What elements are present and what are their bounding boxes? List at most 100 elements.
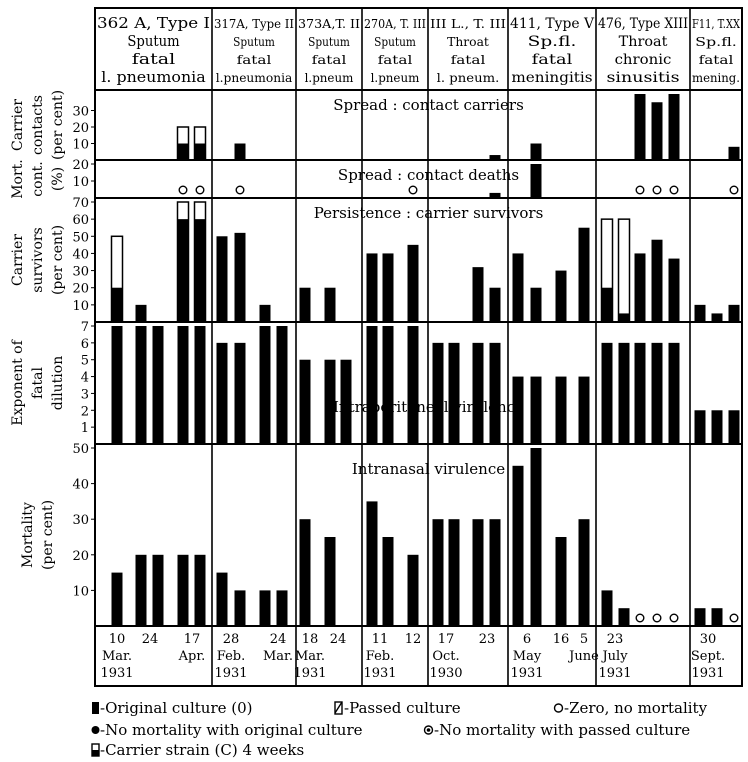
legend-swatch-no-mort-original — [91, 726, 100, 734]
y-tick-label: 30 — [72, 105, 89, 120]
strain-header-line: 362 A, Type I — [97, 14, 210, 32]
data-bar — [728, 410, 740, 444]
y-tick-label: 20 — [72, 121, 89, 136]
data-bar — [634, 94, 646, 160]
data-bar — [152, 326, 164, 444]
date-month-label: Sept. — [691, 649, 725, 664]
data-bar — [694, 410, 706, 444]
data-bar — [407, 326, 419, 444]
date-month-label: May — [513, 649, 542, 664]
strain-header-line: Sp.fl. — [695, 35, 737, 49]
data-bar — [618, 608, 630, 626]
strain-header-line: fatal — [532, 52, 573, 68]
data-bar — [299, 287, 311, 322]
data-bar — [216, 572, 228, 626]
data-bar — [259, 326, 271, 444]
strain-header-line: sinusitis — [606, 70, 679, 86]
data-bar — [111, 287, 123, 322]
data-bar — [111, 326, 123, 444]
data-bar — [472, 267, 484, 322]
data-bar — [194, 143, 206, 160]
data-bar — [728, 146, 740, 160]
data-bar — [530, 143, 542, 160]
legend-swatch-carrier-fill — [92, 750, 99, 756]
strain-header-line: l.pneum — [371, 71, 420, 85]
data-bar — [651, 342, 663, 444]
date-month-label: Oct. — [432, 649, 459, 664]
data-bar — [177, 554, 189, 626]
y-tick-label: 6 — [81, 337, 89, 352]
y-axis-label: survivors — [30, 227, 46, 293]
strain-header-line: fatal — [237, 53, 272, 67]
data-bar — [555, 537, 567, 626]
legend-label: -No mortality with original culture — [100, 721, 363, 739]
y-axis-label: (per cent) — [40, 500, 56, 570]
y-axis-label: cont. — [30, 161, 46, 196]
strain-header-line: l.pneum — [305, 71, 354, 85]
data-bar — [432, 519, 444, 626]
panel-title: Spread : contact carriers — [333, 96, 524, 114]
data-bar — [324, 287, 336, 322]
data-bar — [694, 608, 706, 626]
data-bar — [651, 239, 663, 322]
date-day-label: 6 — [523, 632, 531, 647]
panel-title: Spread : contact deaths — [338, 166, 519, 184]
y-axis-label: Carrier — [10, 99, 26, 151]
data-bar — [324, 359, 336, 444]
data-bar — [276, 590, 288, 626]
data-bar — [382, 326, 394, 444]
data-bar — [634, 342, 646, 444]
data-bar — [618, 313, 630, 322]
strain-header-line: 270A, T. III — [364, 17, 426, 31]
date-day-label: 12 — [405, 632, 422, 647]
strain-header-line: 411, Type V — [510, 16, 595, 32]
strain-header-line: Throat — [619, 34, 668, 50]
date-day-label: 16 — [553, 632, 570, 647]
date-year-label: 1931 — [100, 666, 133, 681]
strain-header-line: fatal — [312, 53, 347, 67]
strain-header-line: fatal — [699, 53, 734, 67]
data-bar — [111, 572, 123, 626]
carrier-bar — [617, 218, 631, 323]
date-day-label: 30 — [700, 632, 717, 647]
data-bar — [578, 376, 590, 444]
y-tick-label: 40 — [72, 478, 89, 493]
data-bar — [601, 287, 613, 322]
y-tick-label: 50 — [72, 230, 89, 245]
zero-marker — [669, 613, 679, 623]
strain-header-line: Sputum — [374, 35, 416, 49]
data-bar — [216, 342, 228, 444]
y-tick-label: 20 — [72, 158, 89, 173]
data-bar — [366, 326, 378, 444]
legend-label: -Carrier strain (C) 4 weeks — [100, 741, 304, 758]
date-day-label: 24 — [142, 632, 159, 647]
data-bar — [448, 342, 460, 444]
date-month-label: Mar. — [263, 649, 293, 664]
data-bar — [711, 608, 723, 626]
data-bar — [299, 519, 311, 626]
date-month-label: Feb. — [217, 649, 245, 664]
data-bar — [234, 143, 246, 160]
data-bar — [651, 102, 663, 160]
date-year-label: 1930 — [429, 666, 462, 681]
zero-marker — [635, 613, 645, 623]
y-tick-label: 10 — [72, 175, 89, 190]
strain-header-line: 317A, Type II — [214, 17, 294, 31]
strain-header-line: Sputum — [233, 35, 275, 49]
data-bar — [259, 304, 271, 322]
date-day-label: 18 — [302, 632, 319, 647]
y-axis-label: fatal — [30, 366, 46, 399]
y-tick-label: 10 — [72, 299, 89, 314]
data-bar — [578, 227, 590, 322]
date-day-label: 23 — [479, 632, 496, 647]
data-bar — [299, 359, 311, 444]
zero-marker — [408, 185, 418, 195]
strain-header-line: l. pneum. — [437, 71, 500, 85]
data-bar — [366, 253, 378, 322]
data-bar — [135, 304, 147, 322]
date-day-label: 23 — [607, 632, 624, 647]
data-bar — [530, 376, 542, 444]
data-bar — [489, 155, 501, 160]
strain-header-line: l.pneumonia — [216, 71, 293, 85]
legend-label: -No mortality with passed culture — [434, 721, 690, 739]
